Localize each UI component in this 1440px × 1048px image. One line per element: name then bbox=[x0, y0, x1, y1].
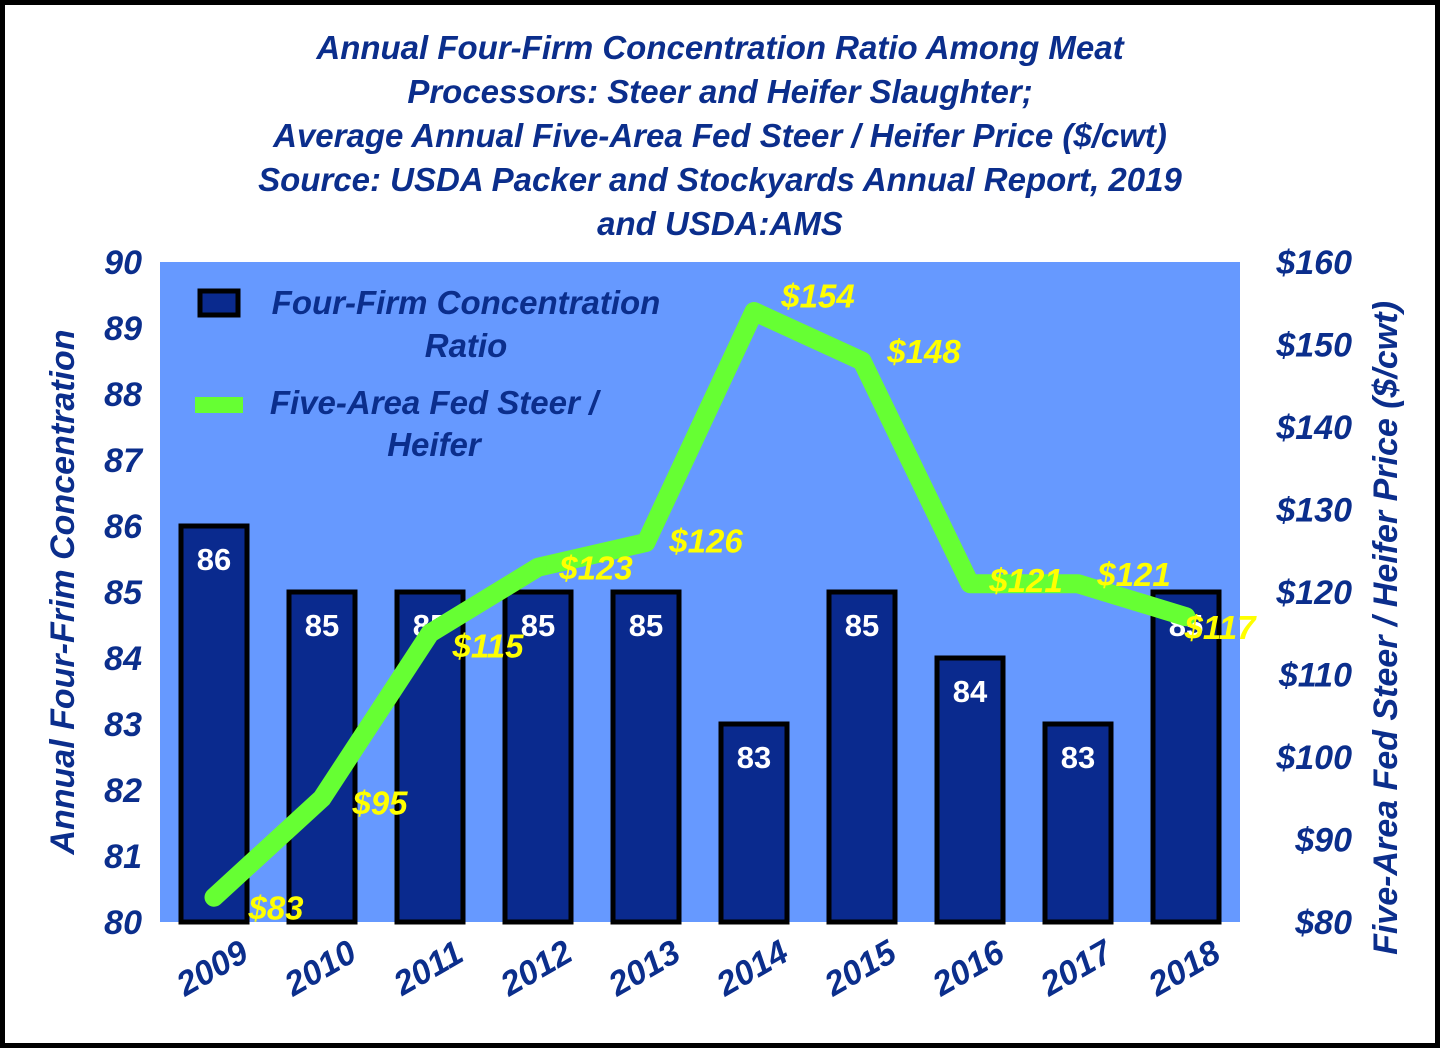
right-tick-$150: $150 bbox=[1275, 327, 1352, 365]
legend: Four-Firm Concentration Ratio Five-Area … bbox=[195, 284, 660, 463]
right-tick-$100: $100 bbox=[1275, 739, 1352, 777]
chart-title: Annual Four-Firm Concentration Ratio Amo… bbox=[60, 26, 1380, 246]
left-tick-90: 90 bbox=[104, 244, 142, 282]
price-label-2018: $117 bbox=[1184, 609, 1258, 646]
bar-2014 bbox=[718, 721, 790, 925]
line-series bbox=[204, 302, 1196, 907]
price-point-2017 bbox=[1069, 574, 1087, 593]
price-label-2013: $126 bbox=[668, 523, 743, 560]
bar-label-2014: 83 bbox=[737, 740, 771, 775]
x-tick-2009: 2009 bbox=[169, 933, 254, 1004]
right-tick-$160: $160 bbox=[1275, 244, 1352, 282]
bar-label-2009: 86 bbox=[197, 542, 231, 577]
x-tick-2014: 2014 bbox=[709, 933, 794, 1004]
title-line-3: Average Annual Five-Area Fed Steer / Hei… bbox=[273, 117, 1167, 154]
price-label-2015: $148 bbox=[886, 333, 961, 370]
left-tick-81: 81 bbox=[104, 838, 142, 876]
x-tick-2012: 2012 bbox=[493, 933, 578, 1004]
left-axis-label: Annual Four-Frim Concentration bbox=[44, 329, 82, 855]
right-axis-ticks: $80 $90 $100 $110 $120 $130 $140 $150 $160 bbox=[1275, 244, 1352, 942]
title-line-5: and USDA:AMS bbox=[597, 205, 843, 242]
price-label-2012: $123 bbox=[558, 549, 632, 586]
left-axis-ticks: 80 81 82 83 84 85 86 87 88 89 90 bbox=[104, 244, 144, 942]
legend-bar-label-line1: Four-Firm Concentration bbox=[272, 284, 661, 321]
x-tick-2018: 2018 bbox=[1141, 933, 1226, 1004]
left-tick-86: 86 bbox=[104, 508, 143, 546]
x-tick-2015: 2015 bbox=[817, 933, 903, 1005]
price-point-2014 bbox=[745, 302, 763, 321]
bar-series bbox=[178, 523, 1222, 925]
bar-label-2012: 85 bbox=[521, 608, 555, 643]
right-tick-$120: $120 bbox=[1275, 574, 1352, 612]
legend-bar-label-line2: Ratio bbox=[425, 327, 508, 364]
bar-label-2015: 85 bbox=[845, 608, 879, 643]
x-tick-2013: 2013 bbox=[601, 933, 686, 1004]
right-axis-label: Five-Area Fed Steer / Heifer Price ($/cw… bbox=[1367, 301, 1405, 955]
right-tick-$130: $130 bbox=[1275, 492, 1352, 530]
left-tick-80: 80 bbox=[104, 904, 142, 942]
price-point-2012 bbox=[529, 558, 547, 577]
x-tick-2017: 2017 bbox=[1033, 932, 1120, 1004]
title-line-1: Annual Four-Firm Concentration Ratio Amo… bbox=[316, 29, 1124, 66]
price-line bbox=[204, 302, 1196, 907]
price-point-2011 bbox=[421, 624, 439, 643]
price-label-2014: $154 bbox=[780, 278, 854, 315]
bar-2009 bbox=[178, 523, 250, 925]
left-tick-82: 82 bbox=[104, 772, 142, 810]
left-tick-83: 83 bbox=[104, 706, 142, 744]
price-label-2017: $121 bbox=[1096, 556, 1170, 593]
x-tick-2011: 2011 bbox=[386, 934, 469, 1004]
right-tick-$140: $140 bbox=[1275, 409, 1352, 447]
price-label-2009: $83 bbox=[247, 889, 303, 926]
price-point-2015 bbox=[853, 352, 871, 370]
price-label-2016: $121 bbox=[988, 562, 1062, 599]
legend-bar-swatch bbox=[197, 288, 241, 318]
right-tick-$110: $110 bbox=[1278, 657, 1352, 695]
left-tick-84: 84 bbox=[104, 640, 142, 678]
bar-2013 bbox=[610, 589, 682, 925]
price-labels: $83 $95 $115 $123 $126 $154 $148 $121 $121 $117 bbox=[205, 278, 1258, 926]
price-point-2009 bbox=[205, 888, 223, 907]
legend-line-label-line2: Heifer bbox=[387, 426, 483, 463]
title-line-2: Processors: Steer and Heifer Slaughter; bbox=[407, 73, 1033, 110]
bar-label-2017: 83 bbox=[1061, 740, 1095, 775]
right-tick-$90: $90 bbox=[1294, 822, 1352, 860]
bar-label-2013: 85 bbox=[629, 608, 663, 643]
price-point-2010 bbox=[313, 789, 331, 808]
bar-label-2010: 85 bbox=[305, 608, 339, 643]
x-tick-2010: 2010 bbox=[277, 933, 362, 1004]
x-axis-ticks: 2009 2010 2011 2012 2013 2014 2015 2016 2017 2018 bbox=[169, 932, 1226, 1004]
price-label-2011: $115 bbox=[452, 627, 525, 664]
title-line-4: Source: USDA Packer and Stockyards Annua… bbox=[258, 161, 1182, 198]
bar-2018 bbox=[1150, 589, 1222, 925]
legend-line-label-line1: Five-Area Fed Steer / bbox=[270, 384, 602, 421]
left-tick-87: 87 bbox=[104, 442, 144, 480]
left-tick-89: 89 bbox=[104, 310, 142, 348]
left-tick-85: 85 bbox=[104, 574, 143, 612]
left-tick-88: 88 bbox=[104, 376, 142, 414]
bar-label-2016: 84 bbox=[953, 674, 988, 709]
x-tick-2016: 2016 bbox=[925, 933, 1011, 1005]
price-label-2010: $95 bbox=[351, 784, 408, 821]
bar-2017 bbox=[1042, 721, 1114, 925]
bar-2015 bbox=[826, 589, 898, 925]
bar-2016 bbox=[934, 655, 1006, 925]
price-point-2016 bbox=[961, 574, 979, 593]
price-point-2018 bbox=[1177, 607, 1195, 626]
price-point-2013 bbox=[637, 533, 655, 552]
right-tick-$80: $80 bbox=[1294, 904, 1352, 942]
bar-2012 bbox=[502, 589, 574, 925]
